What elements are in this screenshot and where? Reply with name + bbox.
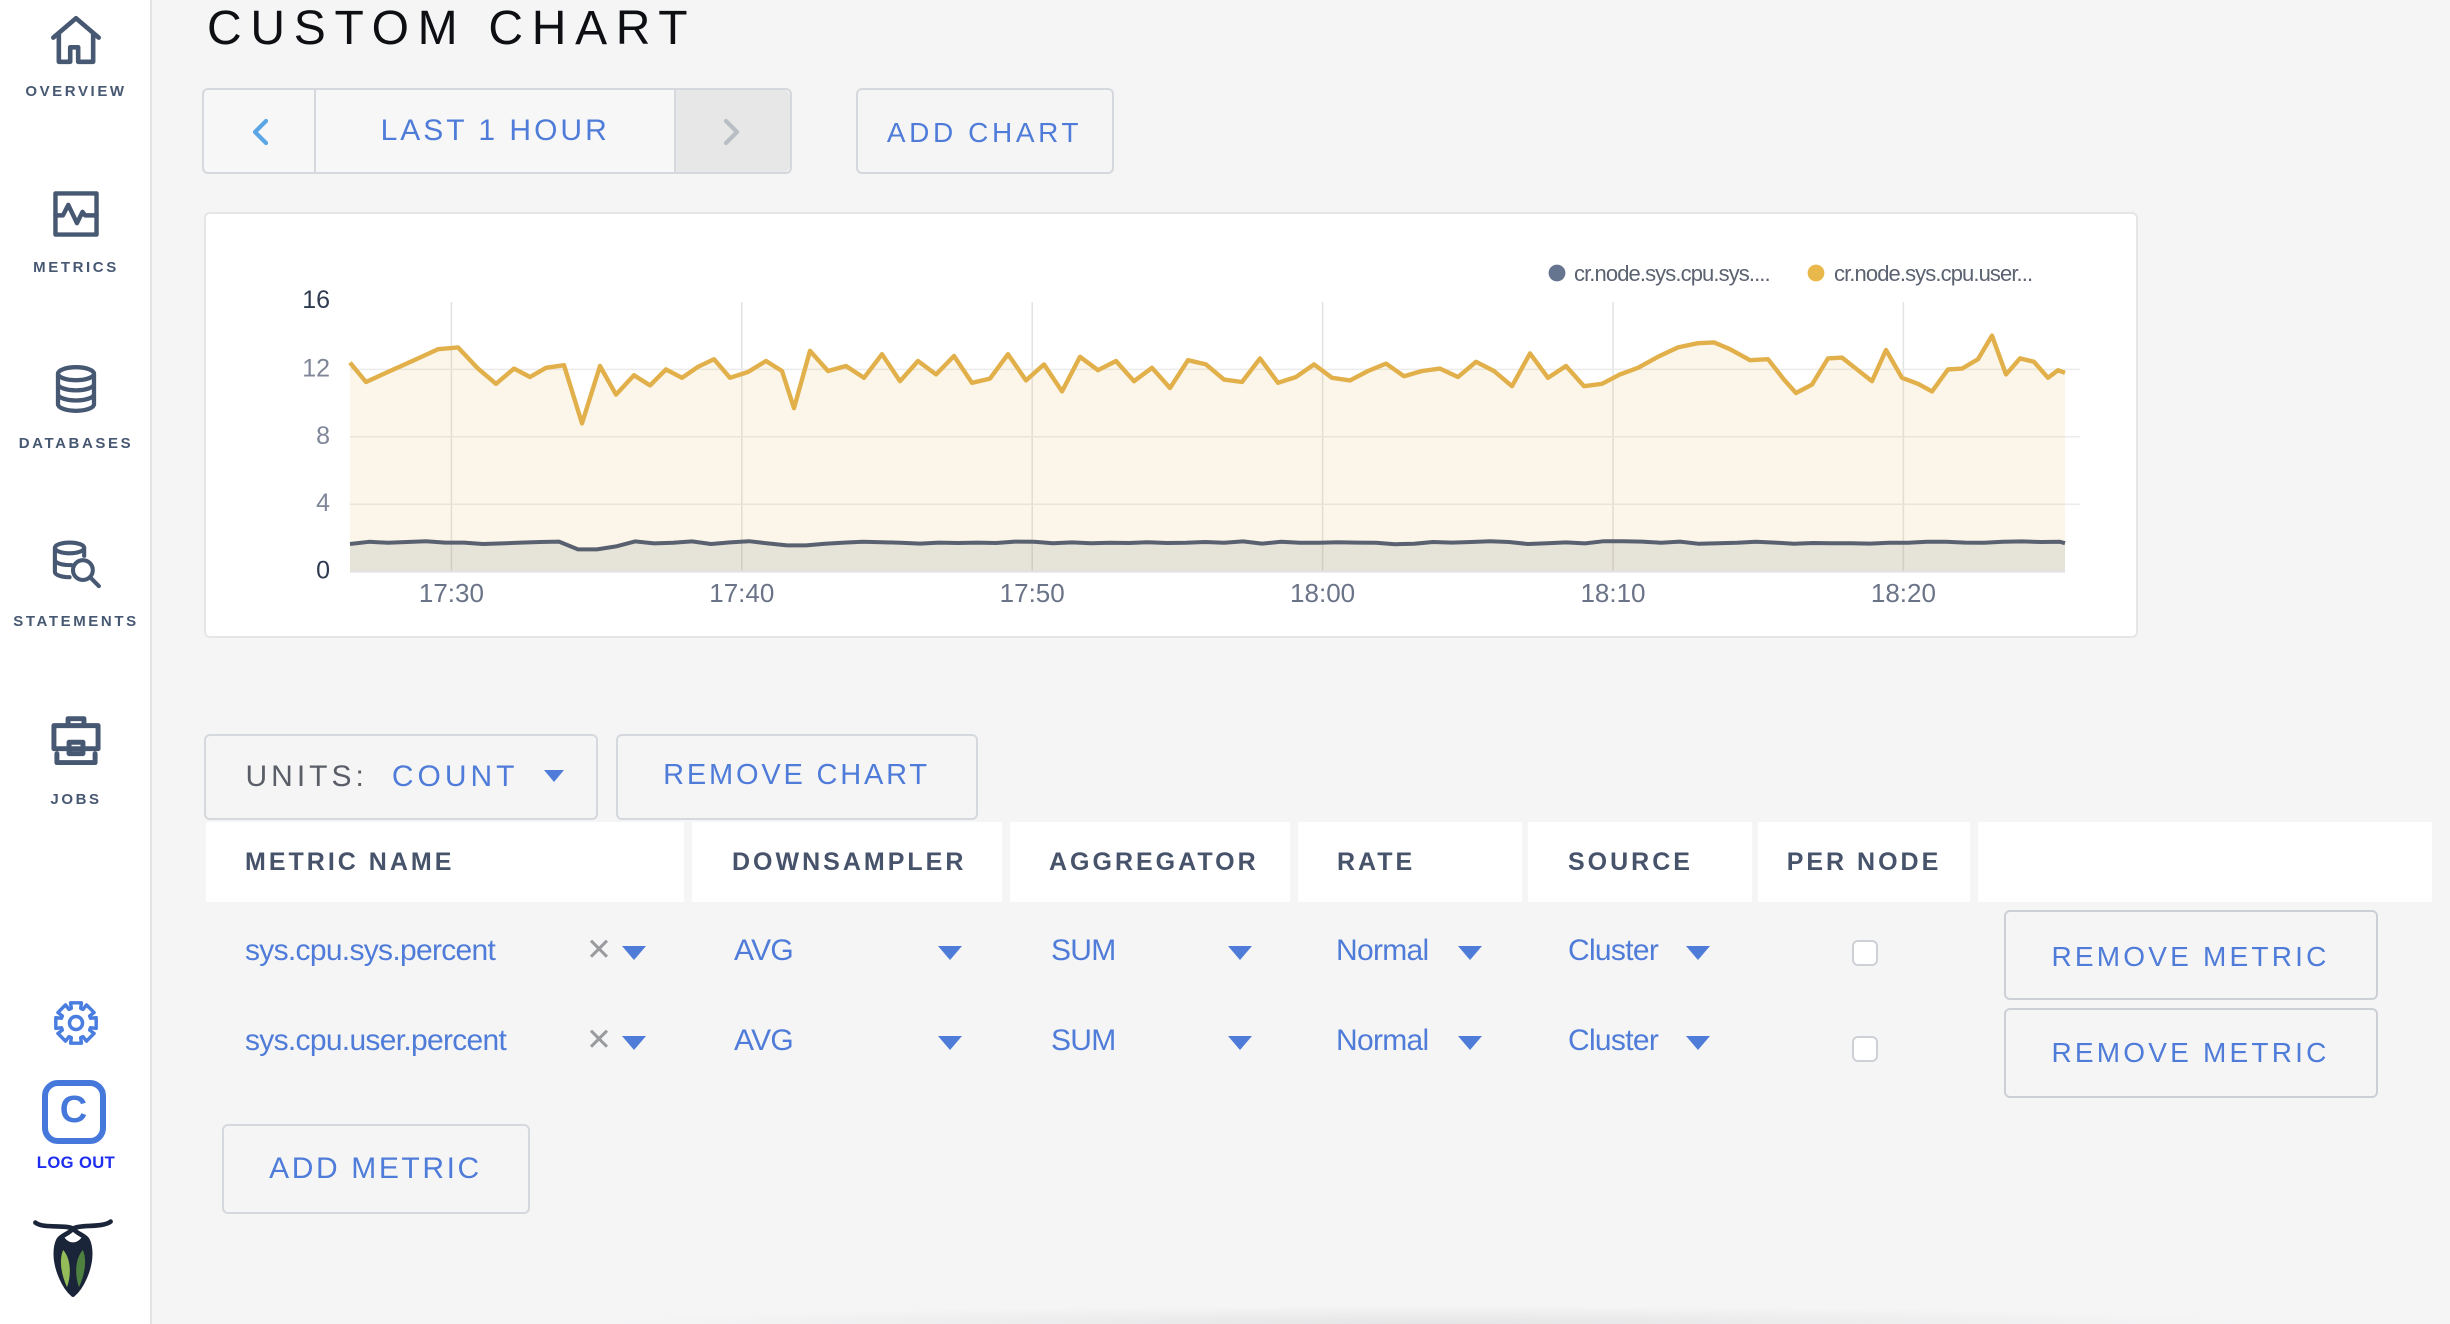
svg-text:0: 0 [315,556,329,584]
svg-text:cr.node.sys.cpu.user...: cr.node.sys.cpu.user... [1833,260,2031,285]
svg-text:8: 8 [315,421,329,449]
svg-text:17:30: 17:30 [418,577,483,607]
svg-text:18:10: 18:10 [1579,577,1644,607]
svg-text:4: 4 [315,488,329,516]
svg-text:18:00: 18:00 [1289,577,1354,607]
svg-text:12: 12 [301,353,329,381]
svg-text:17:50: 17:50 [999,577,1064,607]
svg-text:17:40: 17:40 [708,577,773,607]
svg-text:cr.node.sys.cpu.sys....: cr.node.sys.cpu.sys.... [1573,260,1769,285]
svg-text:16: 16 [301,285,329,313]
svg-text:18:20: 18:20 [1870,577,1935,607]
